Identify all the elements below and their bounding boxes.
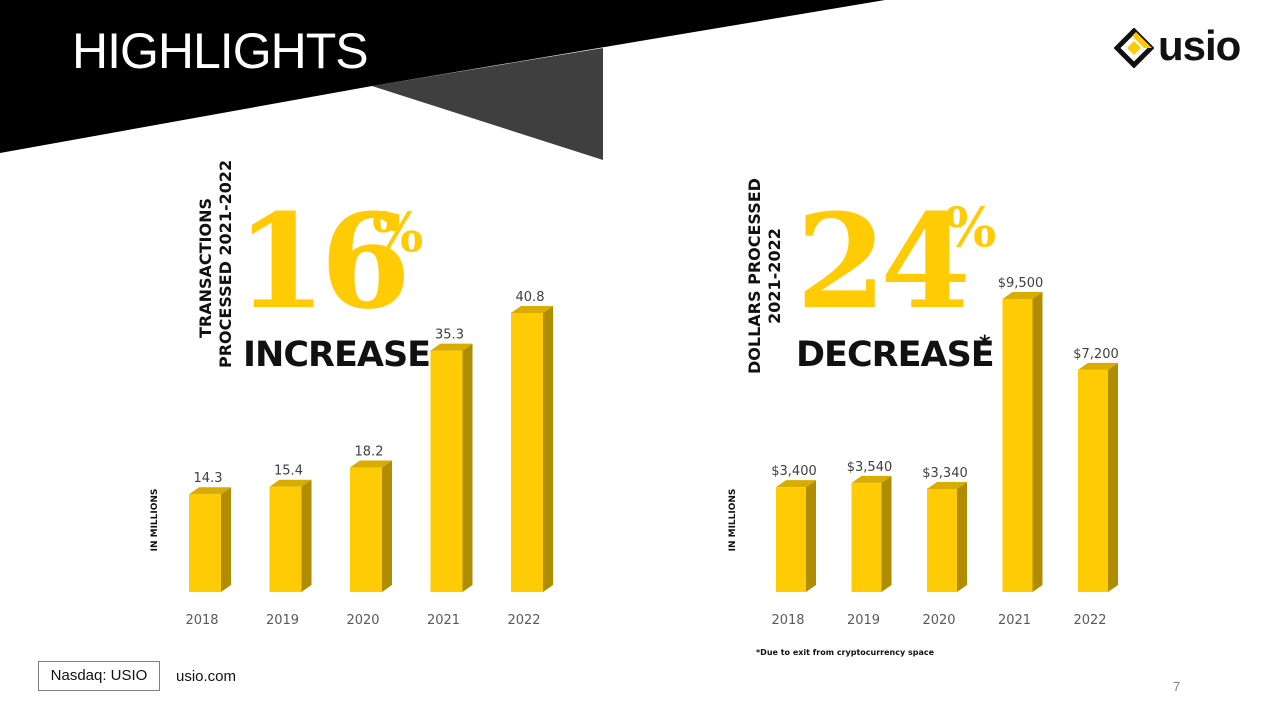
bar-top-face xyxy=(269,479,312,487)
bar-top-face xyxy=(511,306,553,313)
data-label-2022: $7,200 xyxy=(1073,347,1119,362)
ticker-box: Nasdaq: USIO xyxy=(38,661,160,691)
transactions-bar-chart: 14.3 2018 15.4 2019 18.2 2020 35.3 2021 40.8 2022 xyxy=(185,290,553,628)
bar-front-face xyxy=(851,482,882,592)
bar-top-face xyxy=(1002,292,1043,299)
bar-top-face xyxy=(189,487,231,495)
bar-top-face xyxy=(350,460,392,468)
data-label-2022: 40.8 xyxy=(516,290,545,305)
slide-title: HIGHLIGHTS xyxy=(72,23,369,79)
bar-front-face xyxy=(511,313,543,592)
x-tick-label-2019: 2019 xyxy=(847,613,880,628)
bar-side-face xyxy=(881,475,892,592)
bar-side-face xyxy=(543,306,553,592)
bar-2019 xyxy=(269,479,312,592)
banner-black-shape xyxy=(0,0,885,153)
bar-2021 xyxy=(1002,292,1043,592)
dollars-bar-chart: $3,400 2018 $3,540 2019 $3,340 2020 $9,500 2021… xyxy=(771,276,1119,628)
x-tick-label-2022: 2022 xyxy=(1073,613,1106,628)
bar-front-face xyxy=(350,467,382,592)
dollars-headline-asterisk: * xyxy=(979,332,990,357)
dollars-headline-word: DECREASE xyxy=(796,335,995,375)
data-label-2019: $3,540 xyxy=(847,460,893,475)
bar-side-face xyxy=(957,481,967,592)
bar-top-face xyxy=(851,475,892,483)
transactions-percent-symbol: % xyxy=(372,200,424,264)
x-tick-label-2021: 2021 xyxy=(998,613,1031,628)
bar-side-face xyxy=(1032,292,1043,592)
data-label-2021: 35.3 xyxy=(435,328,464,343)
x-tick-label-2020: 2020 xyxy=(346,613,379,628)
dollars-percent-number: 24 xyxy=(796,185,971,338)
bar-2022 xyxy=(1078,362,1118,592)
bar-side-face xyxy=(806,480,816,592)
transactions-percent-number: 16 xyxy=(236,185,411,338)
website-link[interactable]: usio.com xyxy=(176,668,237,685)
bar-top-face xyxy=(776,480,816,488)
data-label-2020: $3,340 xyxy=(922,466,968,481)
x-tick-label-2018: 2018 xyxy=(185,613,218,628)
usio-logo: usio xyxy=(1114,22,1264,70)
bar-side-face xyxy=(382,460,392,592)
transactions-headline-word: INCREASE xyxy=(243,335,431,375)
header-banner xyxy=(0,0,885,160)
bar-2020 xyxy=(927,481,967,592)
x-tick-label-2018: 2018 xyxy=(771,613,804,628)
x-tick-label-2021: 2021 xyxy=(427,613,460,628)
bar-side-face xyxy=(221,487,231,592)
data-label-2018: 14.3 xyxy=(194,471,223,486)
data-label-2021: $9,500 xyxy=(998,276,1044,291)
data-label-2020: 18.2 xyxy=(355,445,384,460)
bar-2020 xyxy=(350,460,392,592)
bar-2018 xyxy=(189,487,231,592)
bar-front-face xyxy=(927,488,957,592)
bar-top-face xyxy=(1078,362,1118,370)
bar-side-face xyxy=(462,343,473,592)
bar-front-face xyxy=(1078,369,1108,592)
x-tick-label-2022: 2022 xyxy=(507,613,540,628)
x-tick-label-2020: 2020 xyxy=(922,613,955,628)
bar-top-face xyxy=(430,343,473,351)
bar-side-face xyxy=(1108,362,1118,592)
bar-2018 xyxy=(776,480,816,592)
page-number: 7 xyxy=(1173,679,1181,694)
bar-2019 xyxy=(851,475,892,592)
bar-2021 xyxy=(430,343,473,592)
dollars-percent-symbol: % xyxy=(945,195,997,259)
footnote: *Due to exit from cryptocurrency space xyxy=(756,648,935,657)
bar-front-face xyxy=(776,487,806,592)
data-label-2018: $3,400 xyxy=(771,464,817,479)
bar-front-face xyxy=(1002,299,1033,592)
bar-front-face xyxy=(430,350,463,592)
logo-wordmark: usio xyxy=(1158,22,1241,69)
bar-top-face xyxy=(927,481,967,489)
usio-logo-mark-icon xyxy=(1114,28,1154,68)
bar-side-face xyxy=(301,479,312,592)
bar-2022 xyxy=(511,306,553,592)
data-label-2019: 15.4 xyxy=(274,464,303,479)
bar-front-face xyxy=(269,486,302,592)
banner-shadow-shape xyxy=(372,48,603,160)
x-tick-label-2019: 2019 xyxy=(266,613,299,628)
bar-front-face xyxy=(189,494,221,592)
